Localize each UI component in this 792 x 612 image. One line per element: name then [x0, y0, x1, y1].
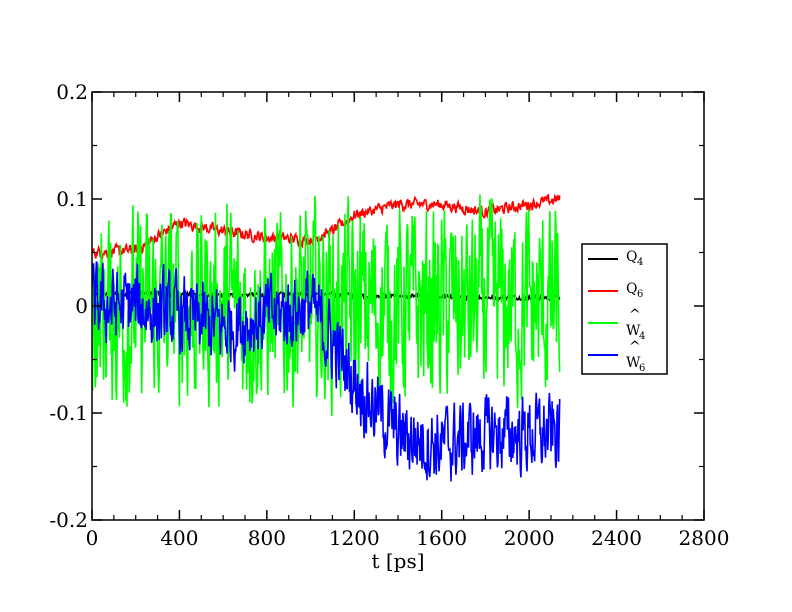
x-tick-label: 2800 [679, 526, 730, 550]
x-tick-label: 800 [248, 526, 286, 550]
y-tick-label: 0.2 [56, 80, 88, 104]
series-line-w6 [92, 261, 561, 482]
y-tick-label: 0.1 [56, 187, 88, 211]
legend-subscript: 6 [639, 363, 645, 374]
y-tick-label: -0.1 [49, 401, 88, 425]
y-tick-label: 0 [75, 294, 88, 318]
ticks-layer [91, 91, 705, 521]
legend-label: Q [626, 249, 637, 265]
x-axis-label: t [ps] [371, 549, 424, 573]
tick-labels-layer: 0 400 800 1200 1600 2000 2400 2800 -0.2 -0.1 0 0.1 0… [49, 80, 729, 550]
x-tick-label: 1600 [416, 526, 467, 550]
legend: Q 4Q 6^W4^W6 [581, 243, 668, 375]
legend-subscript: 4 [637, 257, 643, 268]
legend-hat: ^ [629, 307, 641, 323]
legend-label: W [626, 355, 641, 371]
series-layer [92, 193, 561, 482]
x-tick-label: 2400 [591, 526, 642, 550]
x-tick-label: 0 [86, 526, 99, 550]
x-tick-label: 2000 [504, 526, 555, 550]
legend-hat: ^ [629, 339, 641, 355]
x-tick-label: 400 [160, 526, 198, 550]
x-tick-label: 1200 [329, 526, 380, 550]
legend-entry-w6: ^W6 [588, 339, 645, 374]
legend-subscript: 4 [639, 331, 645, 342]
legend-label: Q [626, 281, 637, 297]
series-line-w4 [92, 194, 561, 416]
legend-label: W [626, 323, 641, 339]
y-tick-label: -0.2 [49, 508, 88, 532]
legend-box [581, 243, 668, 375]
legend-subscript: 6 [637, 289, 643, 300]
legend-entry-w4: ^W4 [588, 307, 645, 342]
